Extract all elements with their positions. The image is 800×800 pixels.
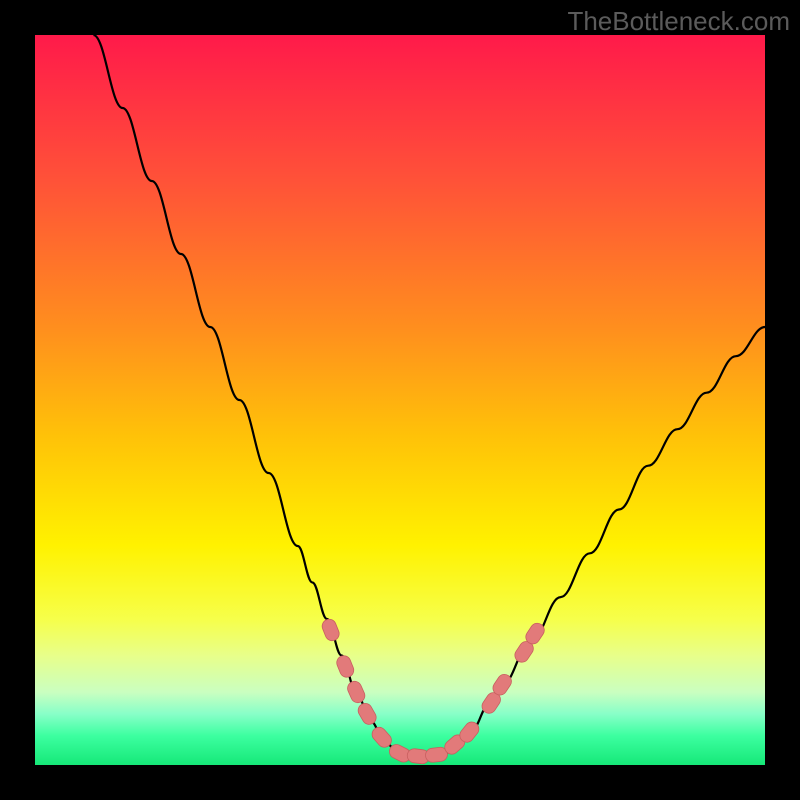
curve-marker bbox=[356, 701, 379, 727]
bottleneck-curve bbox=[93, 35, 765, 758]
bottleneck-curve-chart bbox=[0, 0, 800, 800]
curve-marker bbox=[335, 654, 356, 680]
curve-marker bbox=[320, 617, 341, 643]
curve-marker bbox=[345, 679, 367, 705]
chart-container: TheBottleneck.com bbox=[0, 0, 800, 800]
watermark-text: TheBottleneck.com bbox=[567, 6, 790, 37]
